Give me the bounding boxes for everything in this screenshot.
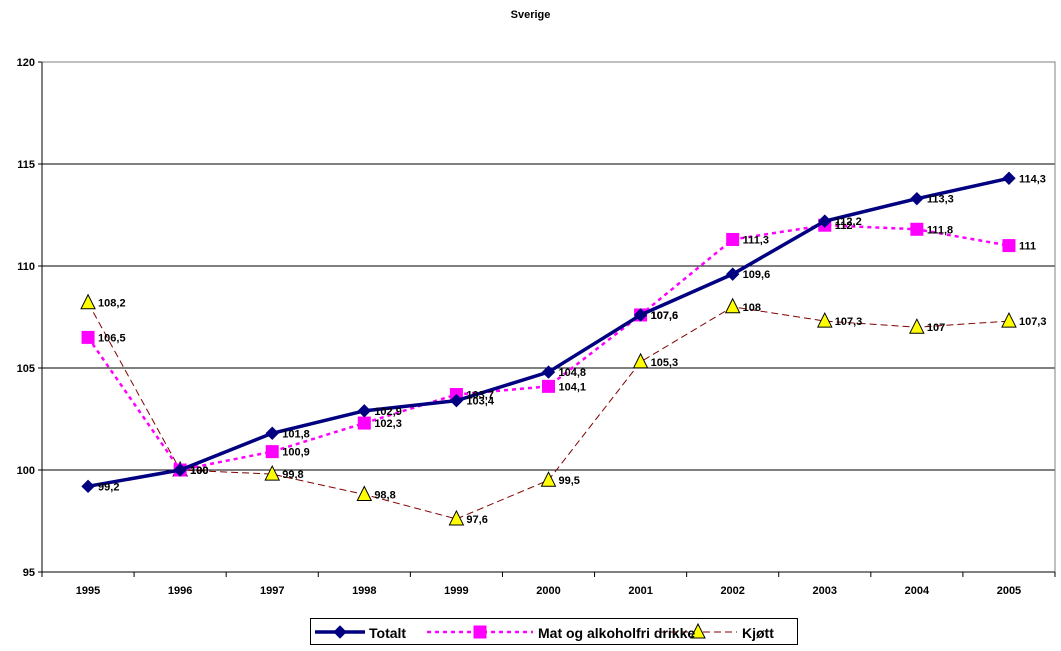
- data-label-1-1995: 106,5: [98, 332, 126, 344]
- data-point-2-2002: [724, 297, 741, 314]
- data-label-1-2005: 111: [1019, 241, 1036, 253]
- x-tick-label-1996: 1996: [168, 585, 192, 597]
- data-label-1-1999: 103,7: [466, 390, 494, 402]
- series-layer: [80, 171, 1017, 526]
- data-point-2-2001: [632, 352, 649, 369]
- data-point-0-1996: [173, 463, 187, 477]
- legend-marker-0: [333, 625, 347, 639]
- data-label-2-1996: 100: [190, 465, 208, 477]
- data-labels: 99,2 100 101,8 102,9 103,4 104,8 107,6 109,6 112…: [98, 173, 1046, 526]
- x-tick-label-2000: 2000: [536, 585, 560, 597]
- data-point-0-2001: [633, 308, 648, 322]
- data-label-2-1995: 108,2: [98, 298, 126, 310]
- data-label-0-2005: 114,3: [1019, 173, 1046, 185]
- y-tick-label-105: 105: [17, 363, 35, 375]
- data-label-1-1996: 100: [190, 465, 208, 477]
- data-point-1-1995: [81, 330, 95, 344]
- data-label-2-2005: 107,3: [1019, 316, 1047, 328]
- data-label-0-2001: 107,6: [651, 310, 679, 322]
- y-tick-label-100: 100: [17, 465, 35, 477]
- data-point-2-2000: [540, 471, 557, 487]
- data-label-0-2000: 104,8: [559, 367, 587, 379]
- chart-title: Sverige: [510, 9, 551, 21]
- data-point-2-2004: [909, 318, 925, 334]
- x-tick-label-1999: 1999: [444, 585, 468, 597]
- data-label-0-1996: 100: [190, 465, 208, 477]
- data-point-2-2005: [1001, 311, 1017, 328]
- legend-marker-1: [473, 625, 487, 639]
- data-point-1-2000: [542, 379, 555, 393]
- data-point-2-1998: [356, 485, 373, 501]
- legend-entry-mat-og-alkoholfri-drikke: Mat og alkoholfri drikke: [538, 625, 696, 641]
- y-tick-label-120: 120: [17, 57, 35, 69]
- data-label-0-2003: 112,2: [835, 216, 862, 228]
- y-tick-label-115: 115: [17, 159, 35, 171]
- legend-marker-2: [690, 622, 706, 639]
- data-label-2-2004: 107: [927, 322, 945, 334]
- grid-lines: [42, 61, 1055, 471]
- x-tick-label-2004: 2004: [905, 585, 930, 597]
- data-point-1-2004: [910, 222, 924, 236]
- data-label-1-2002: 111,3: [743, 234, 769, 246]
- data-point-0-2000: [541, 365, 556, 379]
- data-point-2-1995: [80, 293, 96, 310]
- x-tick-label-2002: 2002: [720, 585, 744, 597]
- data-point-0-1999: [449, 393, 464, 408]
- legend-entry-totalt: Totalt: [369, 625, 407, 641]
- x-tick-label-2003: 2003: [813, 585, 837, 597]
- data-point-0-1997: [265, 426, 279, 440]
- data-point-2-2003: [816, 311, 833, 328]
- data-label-2-2000: 99,5: [559, 475, 580, 487]
- data-label-0-1998: 102,9: [374, 406, 402, 418]
- series-line-1: [87, 223, 1010, 472]
- data-label-2-2001: 105,3: [651, 357, 679, 369]
- data-label-1-2003: 112: [835, 220, 853, 232]
- data-label-0-1999: 103,4: [466, 396, 494, 408]
- data-point-0-2005: [1002, 171, 1016, 185]
- legend-symbols: [315, 622, 737, 639]
- series-line-0: [87, 176, 1010, 489]
- data-point-1-1998: [357, 416, 371, 430]
- data-label-2-1998: 98,8: [374, 489, 395, 501]
- axes: 95 100 105 110 115 120 1995 1996 1997 1998 1999 200…: [17, 57, 1056, 597]
- data-point-1-2005: [1002, 239, 1016, 253]
- data-label-1-1997: 100,9: [282, 447, 310, 459]
- data-point-0-2003: [818, 214, 832, 228]
- x-tick-label-2005: 2005: [997, 585, 1021, 597]
- data-label-0-1995: 99,2: [98, 481, 119, 493]
- y-tick-label-110: 110: [17, 261, 35, 273]
- data-label-2-1997: 99,8: [282, 469, 303, 481]
- x-tick-label-1998: 1998: [352, 585, 376, 597]
- x-tick-label-2001: 2001: [628, 585, 652, 597]
- data-label-1-1998: 102,3: [374, 418, 402, 430]
- x-tick-label-1997: 1997: [260, 585, 284, 597]
- data-point-1-1997: [265, 445, 279, 459]
- data-point-1-2002: [726, 232, 740, 246]
- data-label-0-2002: 109,6: [743, 269, 771, 281]
- data-label-1-2000: 104,1: [559, 381, 587, 393]
- legend: Totalt Mat og alkoholfri drikke Kjøtt: [310, 618, 798, 645]
- x-tick-label-1995: 1995: [76, 585, 100, 597]
- data-label-2-2002: 108: [743, 302, 761, 314]
- data-point-0-1995: [81, 479, 95, 494]
- data-label-2-2003: 107,3: [835, 316, 863, 328]
- data-point-0-2004: [910, 191, 924, 206]
- data-label-0-1997: 101,8: [282, 428, 310, 440]
- data-label-1-2004: 111,8: [927, 224, 953, 236]
- data-point-2-1997: [264, 464, 281, 481]
- legend-entry-kjott: Kjøtt: [742, 625, 774, 641]
- data-label-2-1999: 97,6: [466, 514, 487, 526]
- data-label-0-2004: 113,3: [927, 194, 954, 206]
- data-label-1-2001: 107,6: [651, 310, 679, 322]
- y-tick-label-95: 95: [23, 567, 35, 579]
- plot-area: [41, 61, 1056, 573]
- data-point-2-1999: [448, 509, 465, 526]
- data-point-0-2002: [725, 267, 740, 281]
- data-point-0-1998: [357, 404, 372, 418]
